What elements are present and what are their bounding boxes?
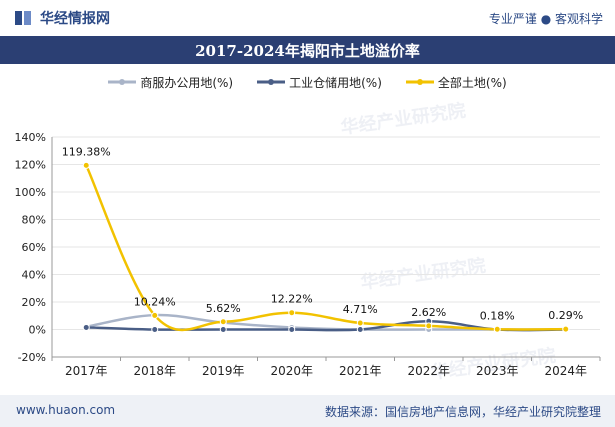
data-label: 0.18%	[480, 309, 515, 322]
data-point-all-land	[493, 325, 501, 333]
legend-swatch-industrial	[257, 79, 286, 85]
x-tick-label: 2023年	[476, 364, 519, 378]
data-point-industrial	[288, 326, 296, 333]
brand[interactable]: 华经情报网	[14, 8, 110, 28]
legend-item-industrial: 工业仓储用地(%)	[257, 72, 382, 92]
x-tick-label: 2021年	[339, 364, 382, 378]
footer-source: 数据来源：国信房地产信息网，华经产业研究院整理	[324, 405, 601, 419]
y-tick-label: 140%	[15, 131, 46, 144]
y-tick-label: 100%	[15, 186, 46, 199]
data-point-all-land	[219, 318, 227, 326]
top-bar: 华经情报网 专业严谨 ● 客观科学	[0, 0, 615, 36]
legend-item-commercial: 商服办公用地(%)	[108, 72, 233, 92]
data-point-industrial	[151, 326, 159, 333]
chart-title: 2017-2024年揭阳市土地溢价率	[195, 41, 420, 60]
legend-item-all-land: 全部土地(%)	[405, 72, 507, 92]
legend-label-commercial: 商服办公用地(%)	[140, 75, 234, 90]
data-label: 119.38%	[62, 145, 111, 158]
x-tick-label: 2020年	[270, 364, 313, 378]
y-tick-label: 120%	[15, 159, 46, 172]
y-tick-label: 0%	[29, 324, 46, 337]
y-tick-label: 80%	[22, 214, 46, 227]
data-point-all-land	[356, 319, 364, 327]
data-label: 10.24%	[134, 295, 176, 308]
data-label: 0.29%	[548, 309, 583, 322]
y-tick-label: 20%	[22, 296, 46, 309]
data-point-industrial	[82, 323, 90, 331]
data-point-all-land	[562, 325, 570, 333]
footer-website[interactable]: www.huaon.com	[16, 403, 116, 417]
legend-swatch-commercial	[108, 79, 137, 85]
x-tick-label: 2019年	[202, 364, 245, 378]
y-tick-label: 40%	[22, 269, 46, 282]
data-label: 4.71%	[343, 303, 378, 316]
slogan: 专业严谨 ● 客观科学	[488, 12, 603, 26]
legend-swatch-all-land	[405, 79, 434, 85]
line-chart: 140% 120% 100% 80% 60% 40% 20% 0% -20% 2017年 2018年…	[15, 131, 601, 378]
x-tick-label: 2017年	[65, 364, 108, 378]
x-tick-label: 2024年	[544, 364, 587, 378]
data-point-all-land	[425, 322, 433, 330]
y-tick-label: 60%	[22, 241, 46, 254]
data-point-all-land	[151, 311, 159, 319]
title-bar: 2017-2024年揭阳市土地溢价率	[0, 36, 615, 64]
data-point-all-land	[288, 309, 296, 317]
chart-area: 140% 120% 100% 80% 60% 40% 20% 0% -20% 2017年 2018年…	[0, 95, 615, 395]
data-label: 5.62%	[206, 302, 241, 315]
legend-label-all-land: 全部土地(%)	[437, 75, 507, 90]
data-point-industrial	[356, 326, 364, 333]
brand-name: 华经情报网	[40, 11, 110, 27]
chart-legend: 商服办公用地(%) 工业仓储用地(%) 全部土地(%)	[0, 72, 615, 92]
legend-label-industrial: 工业仓储用地(%)	[289, 75, 382, 90]
data-label: 2.62%	[411, 306, 446, 319]
brand-logo-icon	[15, 11, 31, 25]
data-point-industrial	[219, 326, 227, 333]
y-tick-label: -20%	[18, 351, 46, 364]
data-point-all-land	[82, 161, 90, 169]
footer: www.huaon.com 数据来源：国信房地产信息网，华经产业研究院整理	[0, 395, 615, 427]
data-label: 12.22%	[271, 293, 313, 306]
x-tick-label: 2018年	[133, 364, 176, 378]
x-tick-label: 2022年	[407, 364, 450, 378]
